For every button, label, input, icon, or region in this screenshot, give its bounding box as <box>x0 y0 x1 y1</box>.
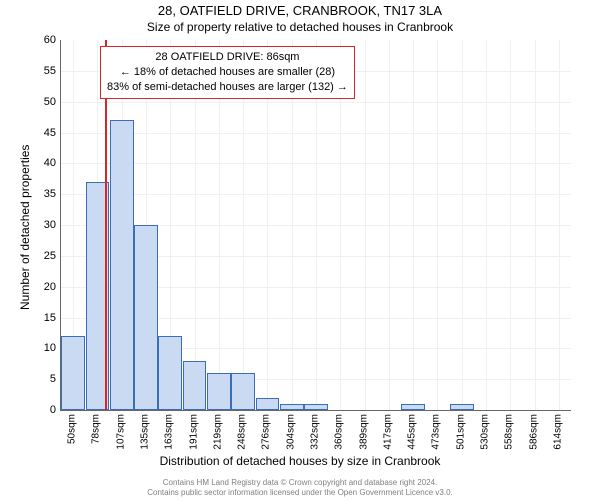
chart-subtitle: Size of property relative to detached ho… <box>0 20 600 34</box>
histogram-bar <box>401 404 425 410</box>
x-tick-label: 50sqm <box>67 414 78 444</box>
x-tick-label: 360sqm <box>334 414 345 450</box>
histogram-bar <box>207 373 231 410</box>
x-tick-label: 389sqm <box>358 414 369 450</box>
histogram-bar <box>231 373 255 410</box>
chart-container: 28, OATFIELD DRIVE, CRANBROOK, TN17 3LA … <box>0 0 600 500</box>
histogram-bar <box>61 336 85 410</box>
histogram-bar <box>134 225 158 410</box>
x-tick-label: 530sqm <box>480 414 491 450</box>
y-tick-label: 15 <box>26 312 56 324</box>
x-tick-label: 304sqm <box>285 414 296 450</box>
y-tick-label: 50 <box>26 96 56 108</box>
x-tick-label: 276sqm <box>261 414 272 450</box>
footer-attribution: Contains HM Land Registry data © Crown c… <box>0 478 600 498</box>
y-tick-label: 0 <box>26 404 56 416</box>
y-tick-label: 25 <box>26 250 56 262</box>
x-axis-label: Distribution of detached houses by size … <box>0 454 600 468</box>
annotation-box: 28 OATFIELD DRIVE: 86sqm ← 18% of detach… <box>100 46 355 99</box>
x-tick-label: 219sqm <box>212 414 223 450</box>
x-tick-label: 445sqm <box>407 414 418 450</box>
histogram-bar <box>158 336 182 410</box>
chart-title-address: 28, OATFIELD DRIVE, CRANBROOK, TN17 3LA <box>0 3 600 18</box>
y-tick-label: 10 <box>26 342 56 354</box>
y-tick-label: 30 <box>26 219 56 231</box>
x-tick-label: 417sqm <box>382 414 393 450</box>
x-tick-label: 473sqm <box>431 414 442 450</box>
annotation-line-2: ← 18% of detached houses are smaller (28… <box>107 65 348 80</box>
annotation-line-1: 28 OATFIELD DRIVE: 86sqm <box>107 50 348 65</box>
x-tick-label: 558sqm <box>504 414 515 450</box>
x-tick-label: 163sqm <box>164 414 175 450</box>
y-tick-label: 55 <box>26 65 56 77</box>
x-tick-label: 107sqm <box>115 414 126 450</box>
x-tick-label: 614sqm <box>552 414 563 450</box>
y-tick-label: 5 <box>26 373 56 385</box>
footer-line-1: Contains HM Land Registry data © Crown c… <box>0 478 600 488</box>
histogram-bar <box>304 404 328 410</box>
x-tick-label: 191sqm <box>188 414 199 450</box>
y-tick-label: 45 <box>26 127 56 139</box>
x-tick-label: 135sqm <box>140 414 151 450</box>
histogram-bar <box>183 361 207 410</box>
y-tick-label: 35 <box>26 188 56 200</box>
y-tick-label: 60 <box>26 34 56 46</box>
y-tick-label: 40 <box>26 157 56 169</box>
footer-line-2: Contains public sector information licen… <box>0 488 600 498</box>
x-tick-label: 501sqm <box>455 414 466 450</box>
x-tick-label: 248sqm <box>237 414 248 450</box>
histogram-bar <box>110 120 134 410</box>
y-tick-label: 20 <box>26 281 56 293</box>
annotation-line-3: 83% of semi-detached houses are larger (… <box>107 80 348 95</box>
x-tick-label: 332sqm <box>310 414 321 450</box>
x-tick-label: 586sqm <box>528 414 539 450</box>
histogram-bar <box>450 404 474 410</box>
x-tick-label: 78sqm <box>91 414 102 444</box>
histogram-bar <box>256 398 280 410</box>
histogram-bar <box>280 404 304 410</box>
